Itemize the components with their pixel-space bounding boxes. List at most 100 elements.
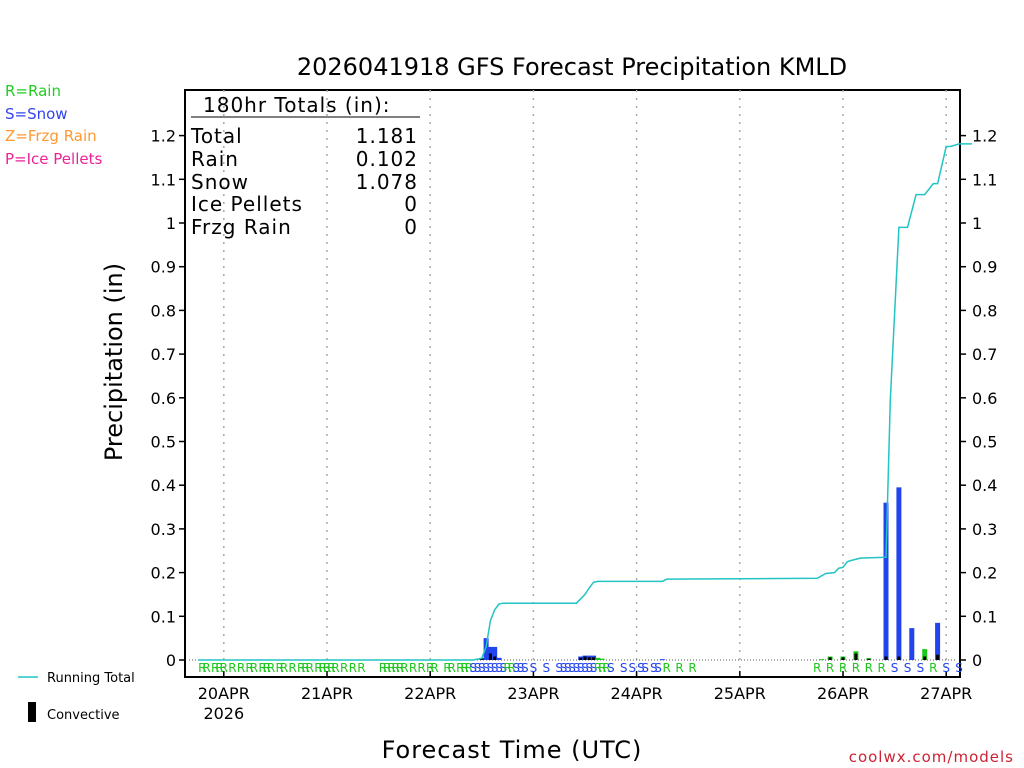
snow-marker: S — [607, 661, 615, 675]
snow-bar — [883, 502, 889, 660]
y-tick-label-left: 0.5 — [151, 433, 176, 452]
snow-marker: S — [637, 661, 645, 675]
rain-marker: R — [301, 661, 309, 675]
y-tick-label-left: 0.7 — [151, 345, 176, 364]
rain-marker: R — [456, 661, 464, 675]
totals-value-rain: 0.102 — [356, 147, 418, 171]
rain-marker: R — [392, 661, 400, 675]
totals-box: 180hr Totals (in): Total 1.181 Rain 0.10… — [190, 93, 420, 239]
rain-marker: R — [267, 661, 275, 675]
rain-marker: R — [826, 661, 834, 675]
rain-marker: R — [211, 661, 219, 675]
convective-bar — [493, 656, 497, 660]
rain-marker: R — [331, 661, 339, 675]
snow-marker: S — [942, 661, 950, 675]
convective-bar — [488, 653, 492, 660]
legend-snow: S=Snow — [5, 105, 68, 123]
rain-marker: R — [323, 661, 331, 675]
legend-freezing-rain: Z=Frzg Rain — [5, 127, 97, 145]
totals-label-snow: Snow — [191, 170, 249, 194]
snow-bar — [483, 638, 489, 660]
rain-bar — [599, 658, 605, 660]
rain-marker: R — [663, 661, 671, 675]
y-tick-label-left: 1.2 — [151, 127, 176, 146]
rain-marker: R — [250, 661, 258, 675]
convective-bar — [587, 657, 591, 660]
snow-bar — [935, 622, 941, 660]
convective-bar — [828, 657, 832, 660]
y-tick-label-left: 0.4 — [151, 476, 176, 495]
convective-bar — [579, 657, 583, 660]
y-tick-label-left: 0.2 — [151, 564, 176, 583]
legend-ice-pellets: P=Ice Pellets — [5, 150, 102, 168]
rain-marker: R — [594, 661, 602, 675]
snow-marker: S — [641, 661, 649, 675]
y-tick-label-right: 0.1 — [972, 607, 997, 626]
y-tick-label-right: 1.1 — [972, 170, 997, 189]
convective-bar — [884, 656, 888, 660]
snow-marker: S — [917, 661, 925, 675]
y-tick-label-right: 0.3 — [972, 520, 997, 539]
y-axis-ticks: 0 00.1 0.10.2 0.20.3 0.30.4 0.40.5 0.50.6 0.60.… — [151, 127, 998, 670]
y-tick-label-left: 0.6 — [151, 389, 176, 408]
totals-label-freezing-rain: Frzg Rain — [191, 215, 292, 239]
snow-marker: S — [521, 661, 529, 675]
rain-marker: R — [503, 661, 511, 675]
convective-bar — [936, 654, 940, 660]
convective-swatch — [28, 702, 36, 722]
y-tick-label-left: 1.1 — [151, 170, 176, 189]
rain-bar — [819, 659, 824, 661]
y-tick-label-left: 0.1 — [151, 607, 176, 626]
snow-marker: S — [891, 661, 899, 675]
y-tick-label-right: 1 — [972, 214, 982, 233]
rain-marker: R — [258, 661, 266, 675]
y-tick-label-left: 0.3 — [151, 520, 176, 539]
rain-marker: R — [460, 661, 468, 675]
y-tick-label-right: 0 — [972, 651, 982, 670]
snow-bar — [659, 659, 665, 661]
rain-marker: R — [297, 661, 305, 675]
snow-marker: S — [478, 661, 486, 675]
rain-marker: R — [813, 661, 821, 675]
x-tick-label: 27APR — [920, 684, 972, 703]
rain-marker: R — [448, 661, 456, 675]
snow-marker: S — [573, 661, 581, 675]
convective-bar — [480, 658, 484, 660]
y-tick-label-left: 0.9 — [151, 258, 176, 277]
rain-marker: R — [508, 661, 516, 675]
snow-marker: S — [530, 661, 538, 675]
rain-marker: R — [602, 661, 610, 675]
rain-marker: R — [202, 661, 210, 675]
totals-value-snow: 1.078 — [356, 170, 418, 194]
y-tick-label-right: 0.5 — [972, 433, 997, 452]
x-tick-label: 24APR — [611, 684, 663, 703]
rain-marker: R — [314, 661, 322, 675]
rain-marker: R — [215, 661, 223, 675]
rain-marker: R — [276, 661, 284, 675]
precip-type-legend: R=Rain S=Snow Z=Frzg Rain P=Ice Pellets — [5, 82, 102, 168]
rain-marker: R — [327, 661, 335, 675]
totals-label-rain: Rain — [191, 147, 239, 171]
snow-marker: S — [564, 661, 572, 675]
totals-value-freezing-rain: 0 — [404, 215, 418, 239]
rain-marker: R — [306, 661, 314, 675]
convective-bar — [583, 656, 587, 660]
x-tick-sublabel: 2026 — [203, 704, 244, 723]
totals-header: 180hr Totals (in): — [203, 93, 391, 117]
rain-marker: R — [245, 661, 253, 675]
rain-marker: R — [400, 661, 408, 675]
chart-title: 2026041918 GFS Forecast Precipitation KM… — [297, 53, 847, 81]
snow-marker: S — [620, 661, 628, 675]
totals-value-total: 1.181 — [356, 124, 418, 148]
x-tick-label: 25APR — [714, 684, 766, 703]
convective-bar — [592, 657, 596, 660]
rain-bar — [922, 649, 928, 660]
running-total-legend-label: Running Total — [47, 671, 135, 686]
rain-marker: R — [430, 661, 438, 675]
snow-bar — [909, 628, 915, 660]
snow-marker: S — [474, 661, 482, 675]
rain-marker: R — [929, 661, 937, 675]
y-axis-label: Precipitation (in) — [100, 263, 128, 461]
